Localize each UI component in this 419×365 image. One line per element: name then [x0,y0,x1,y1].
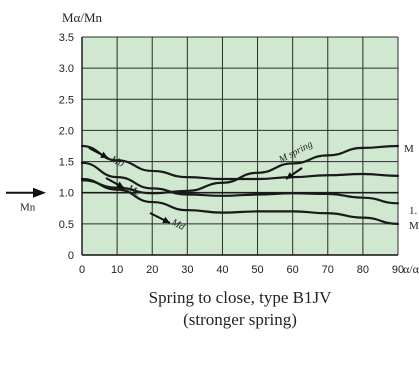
series-line [80,161,400,205]
x-tick-label: 40 [216,264,228,276]
y-tick-label: 1.5 [59,157,74,169]
series-line [80,144,400,181]
caption-line-1: Spring to close, type B1JV [148,288,332,307]
right-edge-label: M [404,143,414,155]
y-tick-label: 1.0 [59,188,74,200]
y-tick-label: 3.0 [59,63,74,75]
series-label-arrowhead [100,151,108,158]
right-edge-label: M [409,220,419,232]
x-tick-label: 30 [181,264,193,276]
y-axis-label: Mα/Mn [62,10,103,25]
x-tick-label: 80 [357,264,369,276]
series-label-arrowhead [116,181,124,188]
series-label-arrowhead [286,172,294,179]
x-tick-label: 20 [146,264,158,276]
right-edge-label: 1. [409,205,418,217]
x-tick-label: 10 [111,264,123,276]
plot-background [82,37,398,255]
x-tick-label: 60 [287,264,299,276]
caption: Spring to close, type B1JV (stronger spr… [70,287,410,331]
y-tick-label: 2.5 [59,94,74,106]
series-label-arrowhead [162,216,170,223]
y-tick-label: 0 [68,250,74,262]
y-tick-label: 0.5 [59,219,74,231]
series-line [80,177,400,225]
x-tick-label: 50 [251,264,263,276]
x-tick-label: 90 [392,264,404,276]
reference-arrow-head [33,187,46,198]
x-tick-label: 70 [322,264,334,276]
y-tick-label: 3.5 [59,32,74,44]
series-line [80,144,400,195]
x-tick-label: 0 [79,264,85,276]
y-tick-label: 2.0 [59,125,74,137]
caption-line-2: (stronger spring) [183,310,297,329]
reference-label: Mn [20,202,36,214]
x-axis-label: α/α [403,262,419,276]
